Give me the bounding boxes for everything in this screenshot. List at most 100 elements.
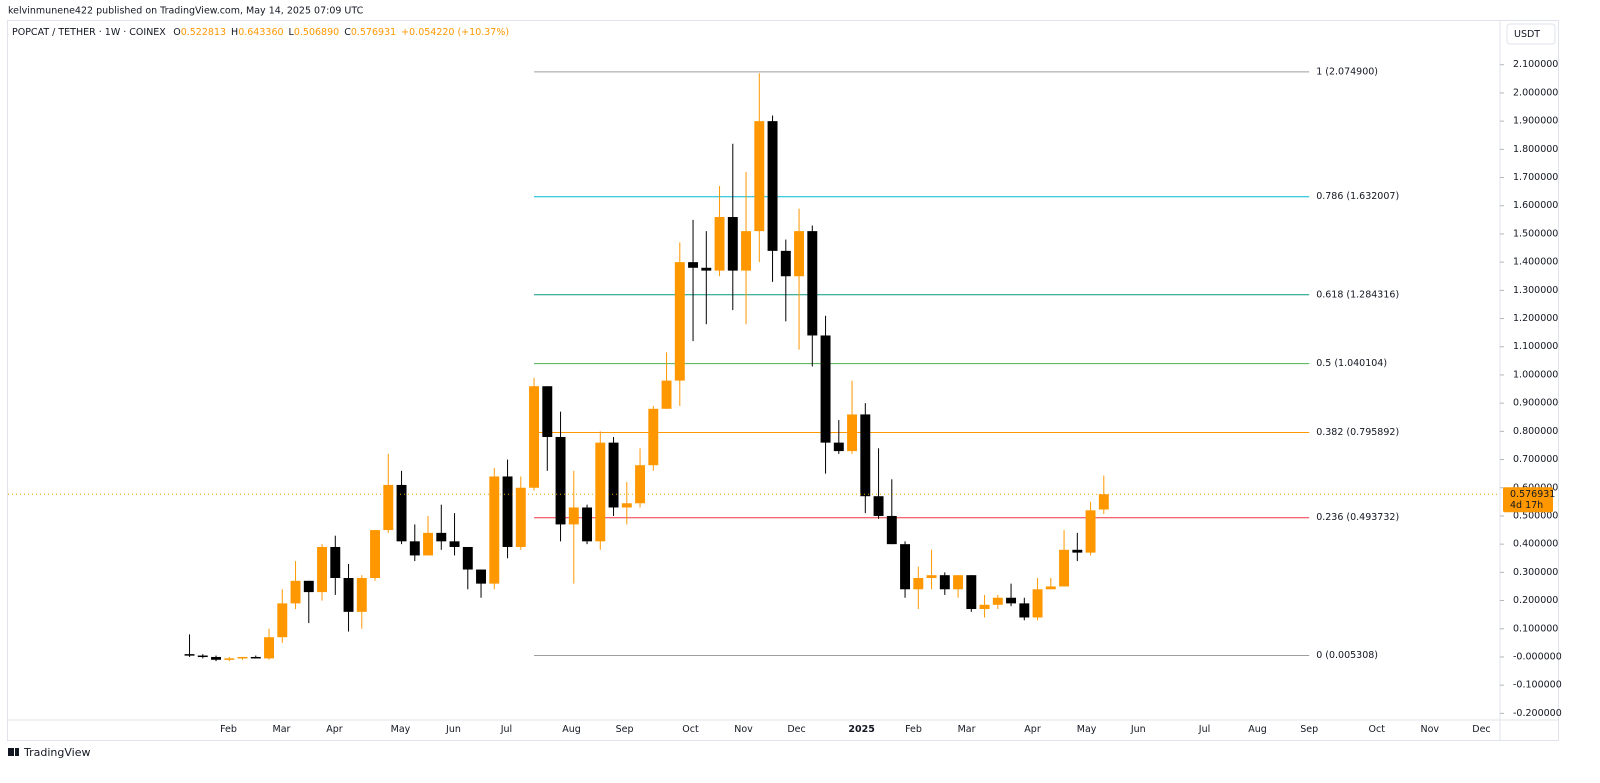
- x-tick-label: May: [1077, 724, 1097, 735]
- candle-body: [582, 507, 593, 542]
- candle-body: [953, 575, 964, 590]
- candle-body: [1098, 494, 1109, 510]
- x-tick-label: Aug: [562, 724, 581, 735]
- y-tick-label: 1.400000: [1513, 257, 1558, 268]
- symbol: POPCAT / TETHER · 1W · COINEX: [12, 27, 166, 38]
- candle-body: [794, 231, 805, 277]
- candle-body: [727, 217, 738, 271]
- x-tick-label: Jun: [445, 724, 461, 735]
- fib-label: 0.786 (1.632007): [1316, 191, 1399, 202]
- candle-body: [542, 386, 553, 437]
- candle-body: [1059, 549, 1070, 587]
- y-tick-label: 0.900000: [1513, 398, 1558, 409]
- candle-body: [979, 604, 990, 610]
- candle-body: [926, 575, 937, 578]
- candle-body: [184, 654, 195, 656]
- candle-body: [847, 414, 858, 452]
- candle-body: [886, 515, 897, 545]
- candle-body: [449, 541, 460, 547]
- candle-body: [356, 577, 367, 612]
- y-tick-label: 1.100000: [1513, 341, 1558, 352]
- y-tick-label: 0.500000: [1513, 510, 1558, 521]
- legend-value: 0.643360: [238, 27, 283, 38]
- currency: USDT: [1514, 29, 1540, 40]
- logo-mark: [15, 748, 19, 756]
- x-tick-label: May: [391, 724, 411, 735]
- x-tick-label: Mar: [958, 724, 976, 735]
- y-tick-label: 1.000000: [1513, 369, 1558, 380]
- candle-body: [476, 569, 487, 584]
- y-tick-label: 1.200000: [1513, 313, 1558, 324]
- logo: TradingView: [8, 746, 90, 759]
- candle-body: [383, 484, 394, 531]
- x-tick-label: Sep: [1300, 724, 1318, 735]
- candle-body: [741, 231, 752, 271]
- candle-body: [211, 656, 222, 660]
- x-tick-label: Apr: [1024, 724, 1041, 735]
- candle-body: [555, 436, 566, 525]
- price-tag-label: 0.576931: [1510, 489, 1555, 500]
- candle-body: [992, 597, 1003, 605]
- y-tick-label: 1.800000: [1513, 144, 1558, 155]
- candle-body: [462, 546, 473, 570]
- candle-body: [661, 380, 672, 409]
- candle-body: [1045, 586, 1056, 590]
- y-tick-label: -0.000000: [1513, 651, 1562, 662]
- legend-change: +0.054220 (+10.37%): [401, 27, 509, 38]
- candle-body: [303, 580, 314, 593]
- candle-body: [370, 530, 381, 578]
- candle-body: [264, 637, 275, 659]
- fib-label: 0.236 (0.493732): [1316, 512, 1399, 523]
- x-tick-label: Jul: [500, 724, 512, 735]
- y-tick-label: -0.100000: [1513, 680, 1562, 691]
- candle-body: [900, 544, 911, 590]
- candle-body: [913, 577, 924, 590]
- x-tick-label: Apr: [326, 724, 343, 735]
- x-tick-label: Nov: [1420, 724, 1439, 735]
- frame: [7, 20, 1559, 741]
- y-tick-label: 0.800000: [1513, 426, 1558, 437]
- x-tick-label: Feb: [905, 724, 922, 735]
- x-tick-label: Mar: [273, 724, 291, 735]
- x-tick-label: Sep: [616, 724, 634, 735]
- fib-label: 0.5 (1.040104): [1316, 358, 1387, 369]
- candle-body: [780, 250, 791, 277]
- candle-body: [436, 532, 447, 542]
- x-tick-label: 2025: [848, 724, 874, 735]
- x-tick-label: Jul: [1198, 724, 1210, 735]
- legend-key: H: [231, 27, 238, 38]
- logo-mark: [8, 748, 14, 756]
- candle-body: [807, 231, 818, 336]
- candle-body: [767, 121, 778, 251]
- x-tick-label: Aug: [1248, 724, 1267, 735]
- y-tick-label: 2.000000: [1513, 87, 1558, 98]
- y-tick-label: 1.600000: [1513, 200, 1558, 211]
- candle-body: [330, 546, 341, 578]
- candle-body: [1019, 603, 1030, 618]
- candle-body: [250, 656, 261, 659]
- candle-body: [529, 386, 540, 488]
- y-tick-label: 2.100000: [1513, 59, 1558, 70]
- legend-value: 0.522813: [181, 27, 226, 38]
- y-tick-label: 1.300000: [1513, 285, 1558, 296]
- y-tick-label: 0.100000: [1513, 623, 1558, 634]
- candle-body: [197, 655, 208, 658]
- legend-key: L: [289, 27, 295, 38]
- price-tag: [1503, 487, 1553, 513]
- candle-body: [1006, 597, 1017, 604]
- y-tick-label: 1.900000: [1513, 116, 1558, 127]
- fib-label: 0.618 (1.284316): [1316, 289, 1399, 300]
- legend-key: O: [173, 27, 180, 38]
- candle-body: [1072, 549, 1083, 553]
- publisher: kelvinmunene422 published on TradingView…: [8, 6, 364, 17]
- x-tick-label: Feb: [220, 724, 237, 735]
- candle-body: [277, 603, 288, 638]
- candle-body: [317, 546, 328, 593]
- candle-body: [820, 335, 831, 443]
- candle-body: [754, 121, 765, 232]
- candle-body: [224, 658, 235, 660]
- legend-value: 0.506890: [294, 27, 339, 38]
- x-tick-label: Nov: [734, 724, 753, 735]
